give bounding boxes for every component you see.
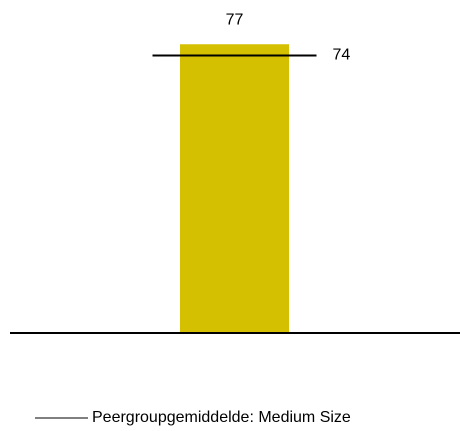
legend-label: Peergroupgemiddelde: Medium Size [92,409,351,426]
value-label: 77 [226,11,244,28]
bar [180,44,289,333]
reference-label: 74 [333,47,351,64]
